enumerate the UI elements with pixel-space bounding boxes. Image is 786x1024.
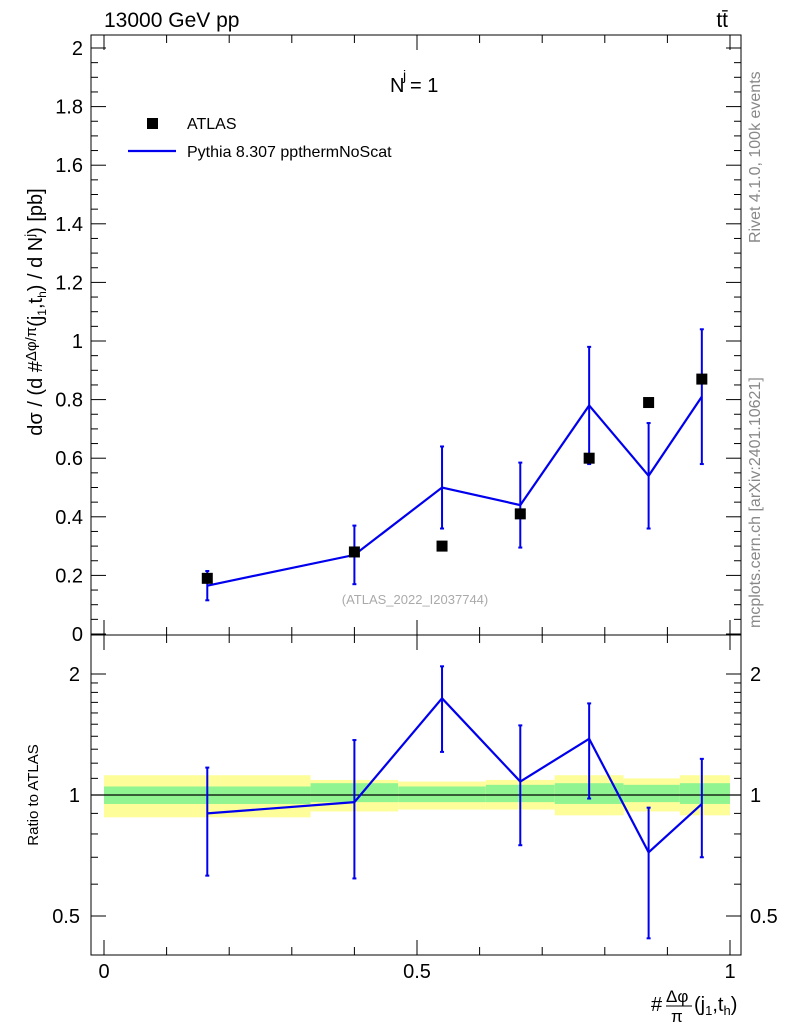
main-ytick-label: 0.4 [55,507,83,529]
ratio-band-inner [398,786,486,803]
annotation-n: N [390,75,404,97]
ratio-ytick-label: 0.5 [52,906,80,928]
main-ytick-label: 0.2 [55,565,83,587]
annotation-eq: = 1 [410,75,438,97]
atlas-point [696,373,708,385]
x-axis-label-args: (j1,th) [694,994,737,1018]
legend: ATLAS Pythia 8.307 ppthermNoScat [128,116,392,161]
atlas-point [643,397,655,409]
ratio-xtick-label: 0.5 [403,961,431,983]
ratio-xtick-label: 1 [724,961,735,983]
main-axes: 0 0.2 0.4 0.6 0.8 1 1.2 1.4 1.6 1.8 2 [55,35,741,646]
annotation-j: j [402,67,406,83]
header-left: 13000 GeV pp [104,9,239,32]
ratio-marks [205,665,704,940]
legend-label-pythia: Pythia 8.307 ppthermNoScat [187,144,392,161]
main-ytick-label: 0 [72,624,83,646]
y-axis-label-main-text: dσ / (d #Δφ/π(j1,th) / d Nj) [pb] [22,188,49,435]
side-label-top: Rivet 4.1.0, 100k events [747,71,764,243]
main-ytick-label: 0.8 [55,390,83,412]
ratio-ytick-label-right: 1 [750,785,761,807]
x-axis-label: # Δφ π (j1,th) [651,987,737,1024]
ratio-ytick-label: 1 [69,785,80,807]
legend-marker-atlas [147,118,158,129]
y-axis-label-main: dσ / (d #Δφ/π(j1,th) / d Nj) [pb] [22,188,49,435]
ratio-ytick-label-right: 0.5 [750,906,778,928]
x-axis-label-text: # [651,994,663,1016]
header-right: tt̄ [716,9,728,32]
atlas-point [583,452,595,464]
y-axis-label-ratio: Ratio to ATLAS [25,744,42,845]
main-ytick-label: 2 [72,38,83,60]
side-label-bottom: mcplots.cern.ch [arXiv:2401.10621] [747,377,764,628]
watermark: (ATLAS_2022_I2037744) [342,592,488,607]
x-axis-label-den: π [671,1007,683,1024]
main-ytick-label: 1 [72,331,83,353]
njet-annotation: N j = 1 [390,67,438,97]
atlas-point [514,508,526,520]
main-ytick-label: 1.4 [55,214,83,236]
ratio-ytick-label: 2 [69,664,80,686]
pythia-line [207,396,703,587]
x-axis-label-num: Δφ [666,987,688,1006]
ratio-xtick-label: 0 [98,961,109,983]
atlas-point [436,540,448,552]
main-marks [201,328,708,602]
ratio-axes: 0.5 0.5 1 1 2 2 0 0.5 1 [52,635,778,983]
legend-label-atlas: ATLAS [187,116,237,133]
main-ytick-label: 1.8 [55,97,83,119]
ratio-ytick-label-right: 2 [750,664,761,686]
ratio-bands [104,775,730,818]
ratio-band-inner [679,783,730,804]
main-ytick-label: 1.6 [55,155,83,177]
atlas-point [348,546,360,558]
ratio-band-inner [623,784,680,803]
main-ytick-label: 1.2 [55,272,83,294]
atlas-point [201,572,213,584]
main-ytick-label: 0.6 [55,448,83,470]
